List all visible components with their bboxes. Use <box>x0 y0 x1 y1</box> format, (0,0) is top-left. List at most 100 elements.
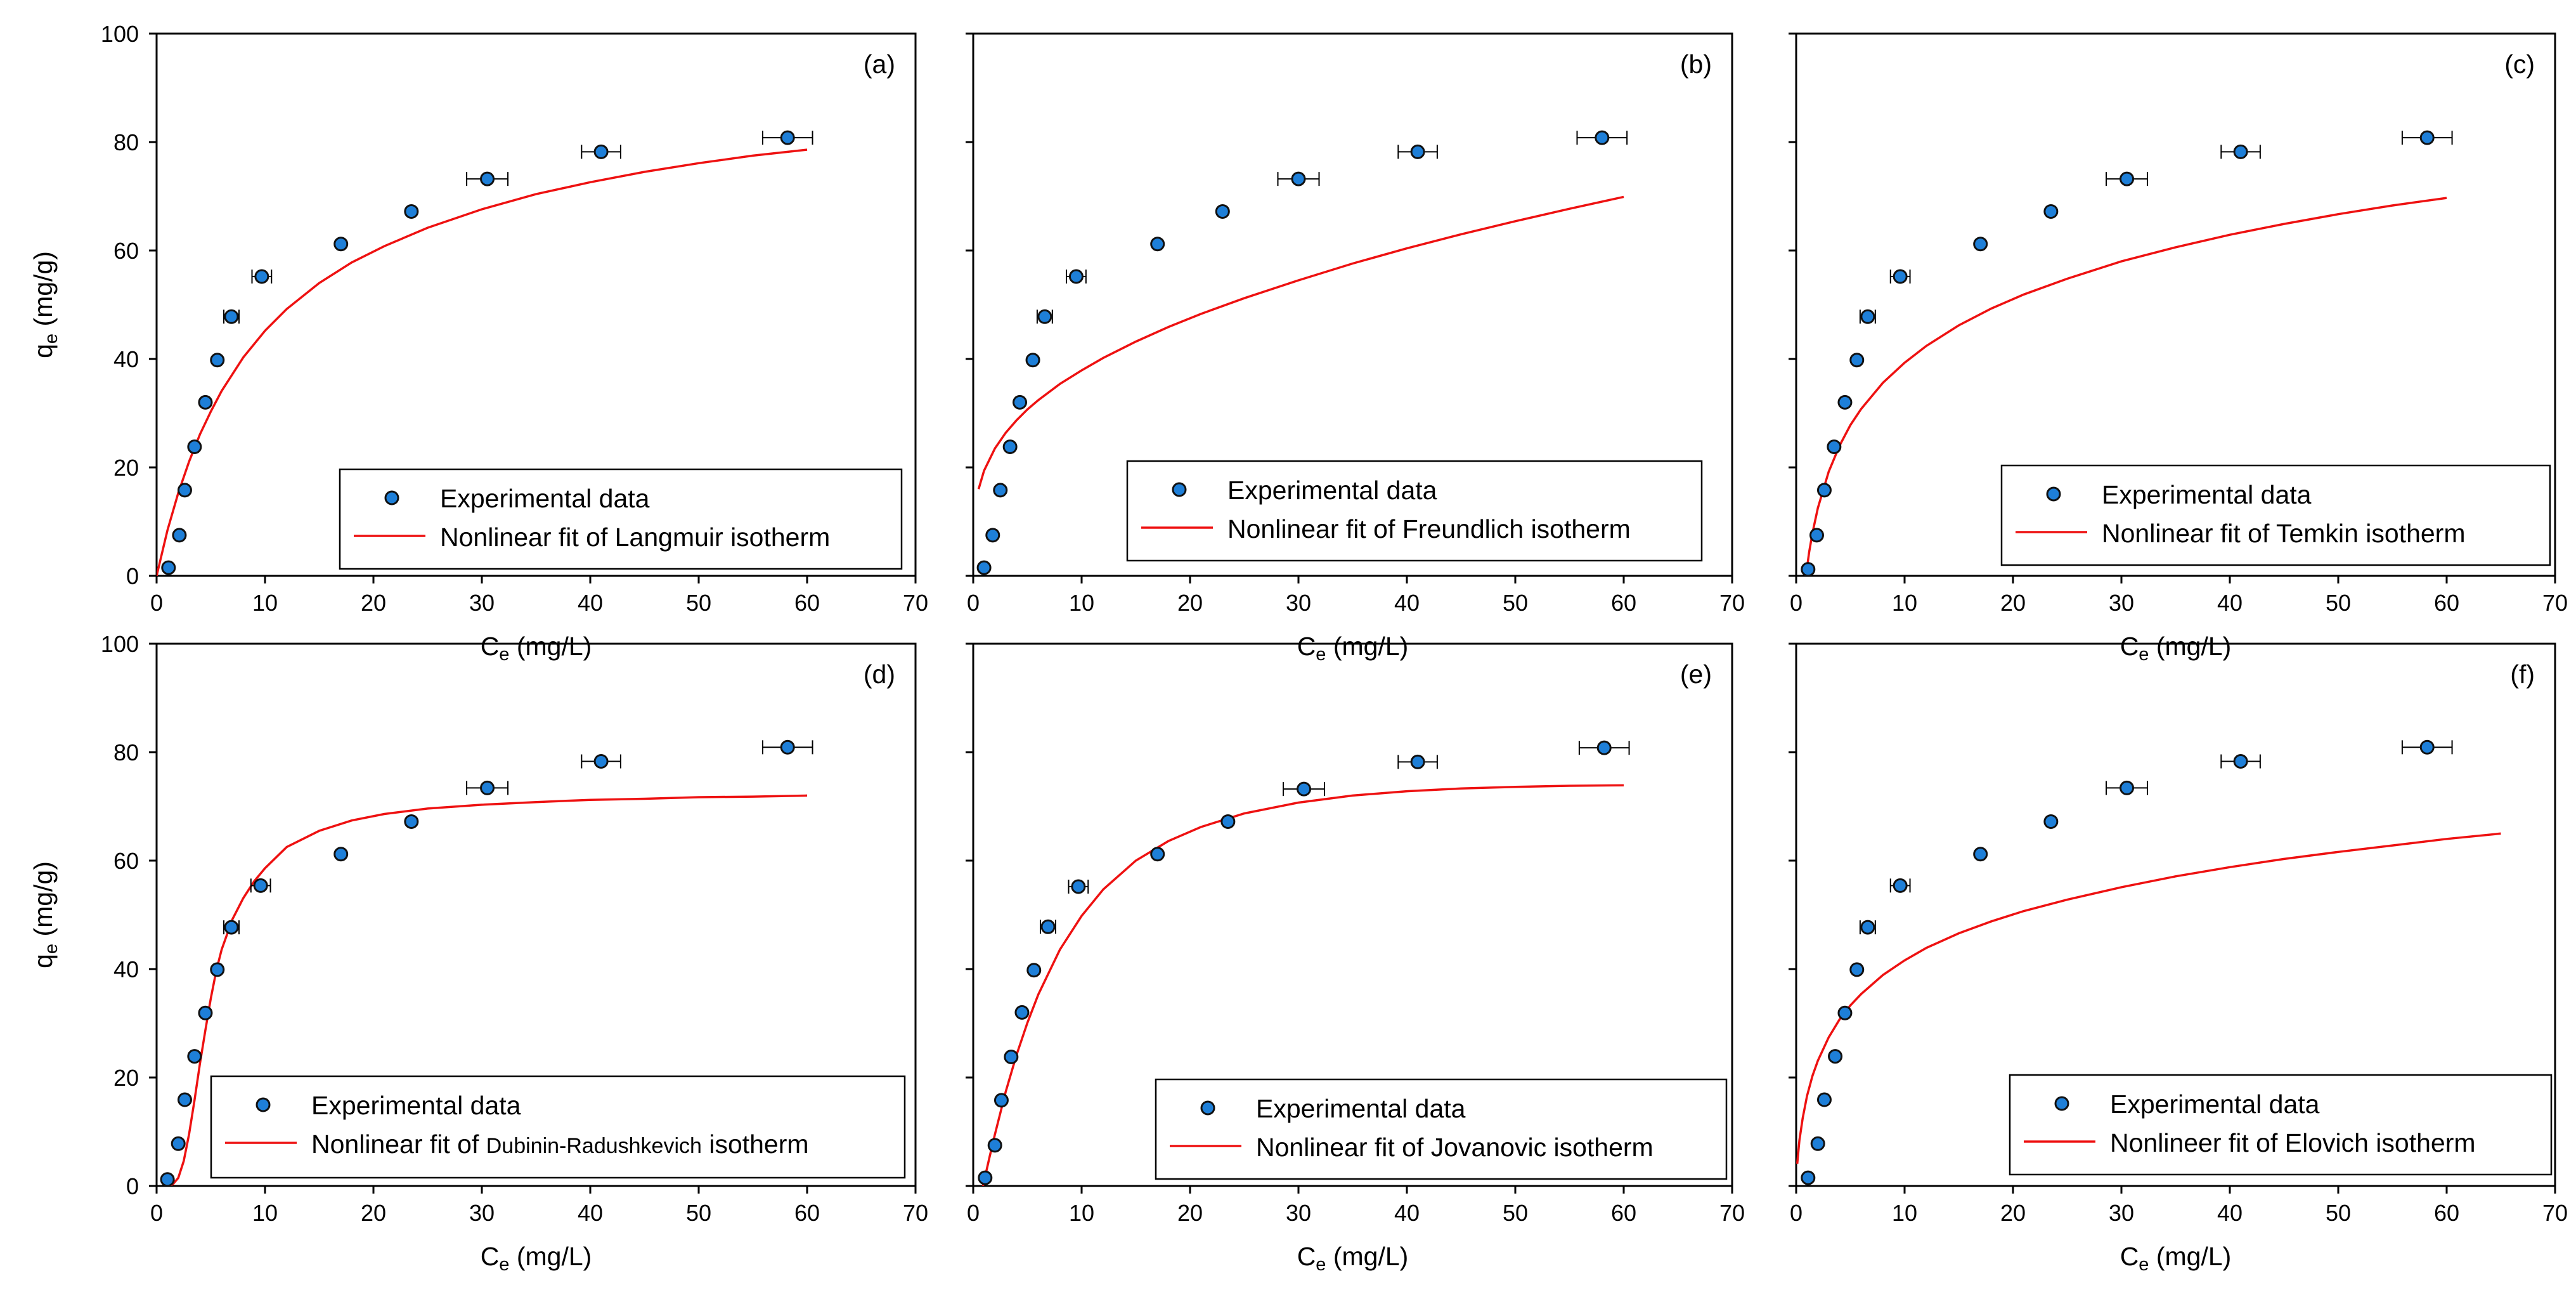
data-point <box>1150 847 1165 862</box>
label-part: (mg/L) <box>2149 632 2231 661</box>
x-tick-label: 50 <box>1503 1200 1528 1226</box>
legend: Experimental data Nonlinear fit of Temkin… <box>2000 464 2551 566</box>
data-point <box>1014 1005 1030 1020</box>
label-part: (mg/L) <box>1326 632 1408 661</box>
plot-frame <box>1795 32 2556 577</box>
label-part: (mg/g) <box>29 861 58 944</box>
data-point <box>1801 1170 1816 1185</box>
y-tick-label: 0 <box>126 563 139 589</box>
legend-label: Experimental data <box>311 1091 521 1120</box>
data-point <box>2043 204 2059 219</box>
x-tick-label: 30 <box>469 590 495 616</box>
data-point <box>1849 962 1865 977</box>
data-point <box>1297 781 1312 797</box>
data-point <box>1860 309 1875 324</box>
data-point <box>593 144 609 159</box>
legend-label: Experimental data <box>1227 476 1437 505</box>
y-tick-label: 80 <box>113 739 139 765</box>
label-part: e <box>499 644 509 665</box>
data-point <box>1595 130 1610 145</box>
data-point <box>187 440 202 455</box>
label-part: (mg/L) <box>509 632 592 661</box>
data-point <box>2233 144 2248 159</box>
data-layer <box>976 130 1628 575</box>
x-tick-label: 20 <box>1177 590 1203 616</box>
legend-label: Nonlinear fit of Jovanovic isotherm <box>1256 1133 1654 1162</box>
data-point <box>1215 204 1230 219</box>
label-part: e <box>1316 644 1326 665</box>
y-tick-label: 100 <box>101 631 139 657</box>
data-point <box>1291 171 1306 186</box>
data-point <box>161 560 176 575</box>
data-point <box>1827 440 1842 455</box>
panel-label: (c) <box>2504 49 2535 79</box>
plot-frame <box>972 32 1733 577</box>
x-tick-label: 10 <box>252 1200 278 1226</box>
label-part: Nonlinear fit of <box>311 1130 486 1159</box>
data-point <box>2233 754 2248 769</box>
data-point <box>978 1170 993 1185</box>
x-tick-label: 40 <box>1394 590 1420 616</box>
x-tick-label: 50 <box>1503 590 1528 616</box>
y-tick-label: 60 <box>113 848 139 874</box>
data-point <box>593 754 609 769</box>
panel-label: (d) <box>864 660 895 689</box>
x-tick-label: 40 <box>2217 1200 2243 1226</box>
legend-box <box>2009 1074 2553 1176</box>
fit-line <box>167 794 808 1186</box>
label-part: Dubinin-Radushkevich <box>486 1134 702 1158</box>
plot-frame <box>155 32 917 577</box>
data-layer <box>160 739 813 1186</box>
data-point <box>987 1138 1002 1153</box>
legend-marker <box>384 490 399 505</box>
y-axis-title: qe (mg/g) <box>29 861 61 968</box>
data-point <box>1893 878 1908 893</box>
data-point <box>177 483 192 498</box>
x-tick-label: 30 <box>1286 1200 1311 1226</box>
legend-marker <box>1200 1100 1215 1116</box>
data-point <box>1810 1136 1825 1151</box>
data-layer <box>1801 130 2453 576</box>
x-tick-label: 10 <box>1069 1200 1094 1226</box>
data-point <box>1816 483 1832 498</box>
data-point <box>780 739 795 755</box>
legend-marker <box>256 1097 271 1112</box>
x-tick-label: 40 <box>578 1200 603 1226</box>
y-tick-label: 100 <box>101 21 139 47</box>
y-tick-label: 60 <box>113 238 139 264</box>
x-tick-label: 30 <box>1286 590 1311 616</box>
data-point <box>2419 130 2435 145</box>
label-part: C <box>1297 1242 1316 1271</box>
x-tick-label: 30 <box>2109 590 2134 616</box>
data-point <box>1828 1049 1843 1064</box>
label-part: C <box>481 632 500 661</box>
data-point <box>1801 562 1816 576</box>
x-tick-label: 50 <box>2326 1200 2351 1226</box>
data-point <box>1037 309 1052 324</box>
x-tick-label: 0 <box>967 1200 980 1226</box>
data-point <box>404 814 419 829</box>
panel-label: (b) <box>1680 49 1712 79</box>
label-part: e <box>41 334 61 344</box>
data-point <box>994 1093 1009 1108</box>
data-point <box>480 171 495 186</box>
panel-b: 0 10 20 30 40 50 60 70 Ce (mg/L) (b) Experimental … <box>966 32 1745 665</box>
x-tick-label: 10 <box>252 590 278 616</box>
data-point <box>1025 353 1040 368</box>
panel-f: 0 10 20 30 40 50 60 70 Ce (mg/L) (f) Experimental … <box>1789 642 2568 1275</box>
panel-label: (f) <box>2510 660 2535 689</box>
data-point <box>210 353 225 368</box>
x-axis-title: Ce (mg/L) <box>1297 1242 1409 1275</box>
x-tick-label: 0 <box>150 590 163 616</box>
x-tick-label: 60 <box>2434 590 2459 616</box>
x-axis-title: Ce (mg/L) <box>2120 632 2232 665</box>
data-point <box>1837 394 1853 410</box>
panel-e: 0 10 20 30 40 50 60 70 Ce (mg/L) (e) Experimental … <box>966 642 1745 1275</box>
label-part: e <box>499 1254 509 1275</box>
x-tick-label: 20 <box>361 1200 386 1226</box>
legend-label: Nonlinear fit of Langmuir isotherm <box>440 523 830 552</box>
y-tick-label: 40 <box>113 346 139 372</box>
data-point <box>1002 440 1018 455</box>
data-point <box>333 847 349 862</box>
